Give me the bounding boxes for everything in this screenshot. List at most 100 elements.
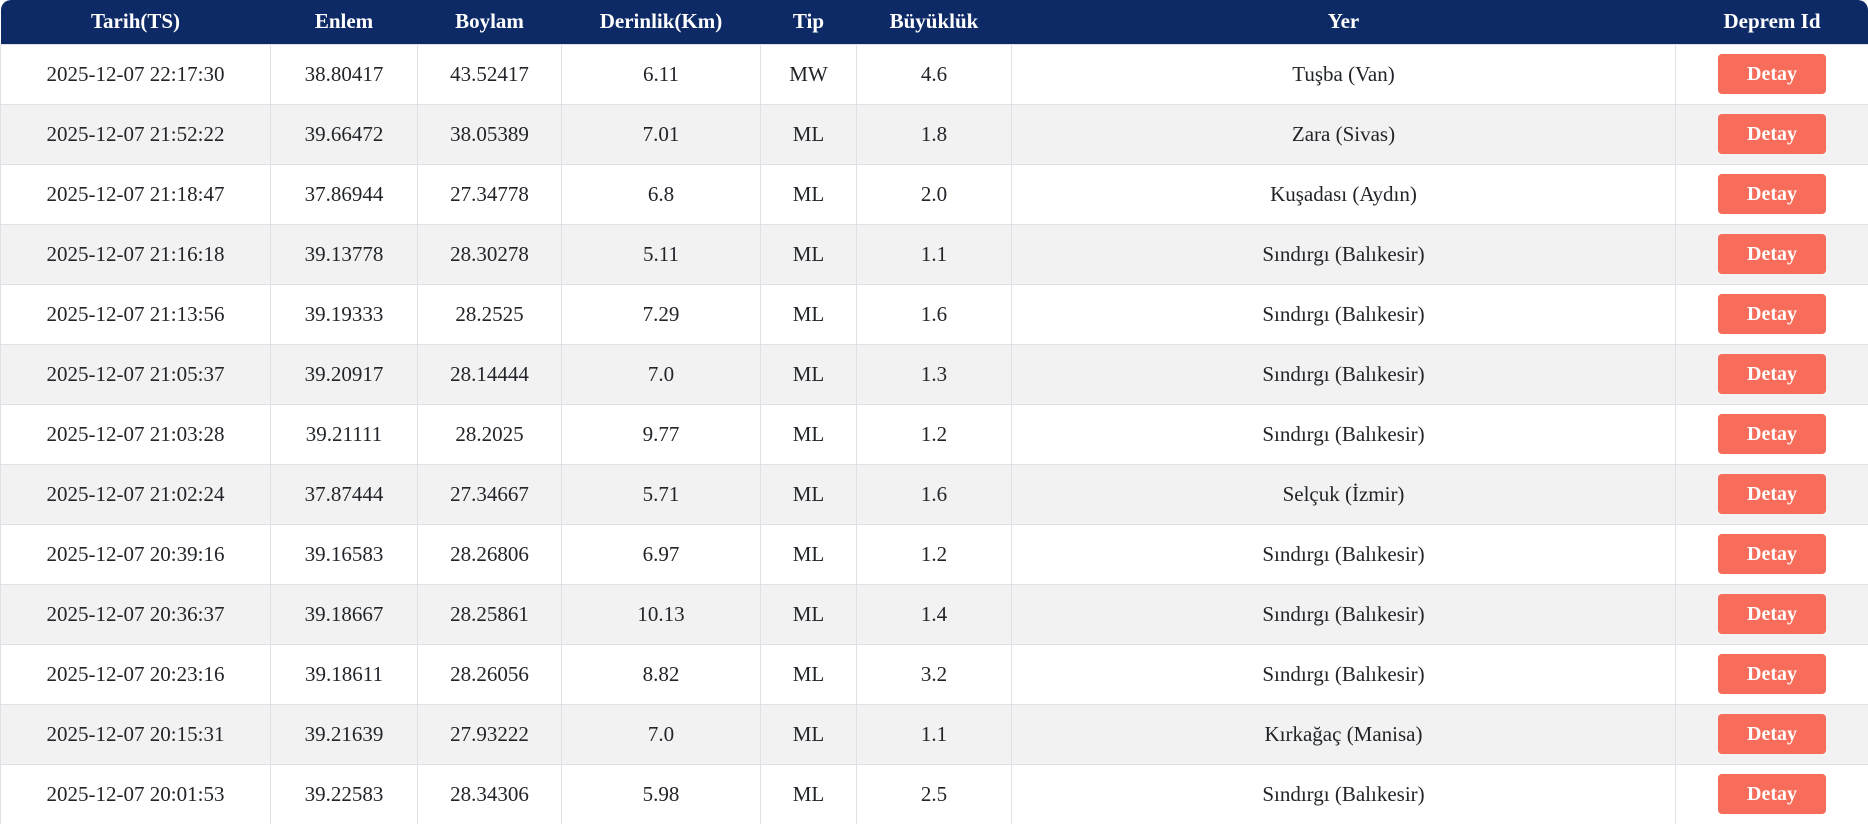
cell-boylam: 27.34778 xyxy=(417,163,562,225)
cell-buyukluk: 1.2 xyxy=(856,523,1012,585)
cell-derinlik: 8.82 xyxy=(561,643,761,705)
column-header-enlem: Enlem xyxy=(270,0,418,44)
cell-derinlik: 5.71 xyxy=(561,463,761,525)
cell-tarih: 2025-12-07 21:05:37 xyxy=(0,343,271,405)
cell-deprem-id: Detay xyxy=(1675,103,1868,165)
cell-buyukluk: 4.6 xyxy=(856,43,1012,105)
cell-yer: Sındırgı (Balıkesir) xyxy=(1011,403,1676,465)
cell-derinlik: 5.98 xyxy=(561,763,761,824)
cell-yer: Sındırgı (Balıkesir) xyxy=(1011,583,1676,645)
cell-tarih: 2025-12-07 21:13:56 xyxy=(0,283,271,345)
cell-enlem: 39.20917 xyxy=(270,343,418,405)
cell-tarih: 2025-12-07 21:02:24 xyxy=(0,463,271,525)
cell-yer: Sındırgı (Balıkesir) xyxy=(1011,523,1676,585)
cell-derinlik: 6.8 xyxy=(561,163,761,225)
detay-button[interactable]: Detay xyxy=(1718,534,1826,574)
column-header-derinlik: Derinlik(Km) xyxy=(561,0,761,44)
cell-tip: ML xyxy=(760,223,857,285)
cell-enlem: 39.21639 xyxy=(270,703,418,765)
cell-enlem: 38.80417 xyxy=(270,43,418,105)
cell-tarih: 2025-12-07 21:16:18 xyxy=(0,223,271,285)
cell-deprem-id: Detay xyxy=(1675,643,1868,705)
cell-tip: ML xyxy=(760,583,857,645)
cell-enlem: 39.18611 xyxy=(270,643,418,705)
cell-tip: ML xyxy=(760,283,857,345)
column-header-tip: Tip xyxy=(760,0,857,44)
cell-yer: Zara (Sivas) xyxy=(1011,103,1676,165)
detay-button[interactable]: Detay xyxy=(1718,654,1826,694)
detay-button[interactable]: Detay xyxy=(1718,474,1826,514)
cell-tip: ML xyxy=(760,523,857,585)
cell-tarih: 2025-12-07 20:23:16 xyxy=(0,643,271,705)
cell-boylam: 27.34667 xyxy=(417,463,562,525)
cell-boylam: 38.05389 xyxy=(417,103,562,165)
table-row: 2025-12-07 20:36:37 39.18667 28.25861 10… xyxy=(0,583,1868,645)
detay-button[interactable]: Detay xyxy=(1718,294,1826,334)
cell-buyukluk: 3.2 xyxy=(856,643,1012,705)
cell-deprem-id: Detay xyxy=(1675,463,1868,525)
cell-buyukluk: 1.6 xyxy=(856,463,1012,525)
cell-boylam: 27.93222 xyxy=(417,703,562,765)
cell-enlem: 39.66472 xyxy=(270,103,418,165)
earthquake-table-body: 2025-12-07 22:17:30 38.80417 43.52417 6.… xyxy=(0,43,1868,824)
cell-tarih: 2025-12-07 21:52:22 xyxy=(0,103,271,165)
cell-enlem: 39.18667 xyxy=(270,583,418,645)
table-row: 2025-12-07 21:16:18 39.13778 28.30278 5.… xyxy=(0,223,1868,285)
detay-button[interactable]: Detay xyxy=(1718,114,1826,154)
cell-tip: ML xyxy=(760,463,857,525)
cell-tarih: 2025-12-07 21:03:28 xyxy=(0,403,271,465)
column-header-buyukluk: Büyüklük xyxy=(856,0,1012,44)
table-row: 2025-12-07 20:23:16 39.18611 28.26056 8.… xyxy=(0,643,1868,705)
cell-boylam: 43.52417 xyxy=(417,43,562,105)
table-row: 2025-12-07 21:52:22 39.66472 38.05389 7.… xyxy=(0,103,1868,165)
cell-deprem-id: Detay xyxy=(1675,43,1868,105)
detay-button[interactable]: Detay xyxy=(1718,594,1826,634)
detay-button[interactable]: Detay xyxy=(1718,234,1826,274)
cell-tarih: 2025-12-07 20:01:53 xyxy=(0,763,271,824)
cell-tarih: 2025-12-07 20:39:16 xyxy=(0,523,271,585)
table-row: 2025-12-07 21:02:24 37.87444 27.34667 5.… xyxy=(0,463,1868,525)
cell-tip: ML xyxy=(760,703,857,765)
cell-enlem: 39.22583 xyxy=(270,763,418,824)
cell-derinlik: 7.29 xyxy=(561,283,761,345)
cell-derinlik: 7.0 xyxy=(561,703,761,765)
cell-deprem-id: Detay xyxy=(1675,703,1868,765)
cell-yer: Sındırgı (Balıkesir) xyxy=(1011,343,1676,405)
cell-tip: ML xyxy=(760,763,857,824)
cell-yer: Sındırgı (Balıkesir) xyxy=(1011,223,1676,285)
cell-enlem: 39.19333 xyxy=(270,283,418,345)
cell-deprem-id: Detay xyxy=(1675,583,1868,645)
cell-buyukluk: 1.1 xyxy=(856,223,1012,285)
cell-buyukluk: 1.3 xyxy=(856,343,1012,405)
detay-button[interactable]: Detay xyxy=(1718,174,1826,214)
cell-derinlik: 5.11 xyxy=(561,223,761,285)
detay-button[interactable]: Detay xyxy=(1718,414,1826,454)
column-header-yer: Yer xyxy=(1011,0,1676,44)
cell-yer: Selçuk (İzmir) xyxy=(1011,463,1676,525)
cell-yer: Tuşba (Van) xyxy=(1011,43,1676,105)
cell-buyukluk: 2.0 xyxy=(856,163,1012,225)
detay-button[interactable]: Detay xyxy=(1718,54,1826,94)
cell-deprem-id: Detay xyxy=(1675,763,1868,824)
cell-yer: Kuşadası (Aydın) xyxy=(1011,163,1676,225)
cell-tip: MW xyxy=(760,43,857,105)
detay-button[interactable]: Detay xyxy=(1718,354,1826,394)
table-row: 2025-12-07 20:39:16 39.16583 28.26806 6.… xyxy=(0,523,1868,585)
cell-buyukluk: 1.2 xyxy=(856,403,1012,465)
cell-yer: Sındırgı (Balıkesir) xyxy=(1011,283,1676,345)
cell-derinlik: 6.97 xyxy=(561,523,761,585)
cell-deprem-id: Detay xyxy=(1675,403,1868,465)
cell-boylam: 28.30278 xyxy=(417,223,562,285)
cell-boylam: 28.2525 xyxy=(417,283,562,345)
cell-tarih: 2025-12-07 22:17:30 xyxy=(0,43,271,105)
table-row: 2025-12-07 20:01:53 39.22583 28.34306 5.… xyxy=(0,763,1868,824)
table-row: 2025-12-07 21:13:56 39.19333 28.2525 7.2… xyxy=(0,283,1868,345)
detay-button[interactable]: Detay xyxy=(1718,714,1826,754)
cell-deprem-id: Detay xyxy=(1675,283,1868,345)
detay-button[interactable]: Detay xyxy=(1718,774,1826,814)
cell-derinlik: 7.01 xyxy=(561,103,761,165)
table-row: 2025-12-07 22:17:30 38.80417 43.52417 6.… xyxy=(0,43,1868,105)
cell-tip: ML xyxy=(760,343,857,405)
cell-deprem-id: Detay xyxy=(1675,163,1868,225)
